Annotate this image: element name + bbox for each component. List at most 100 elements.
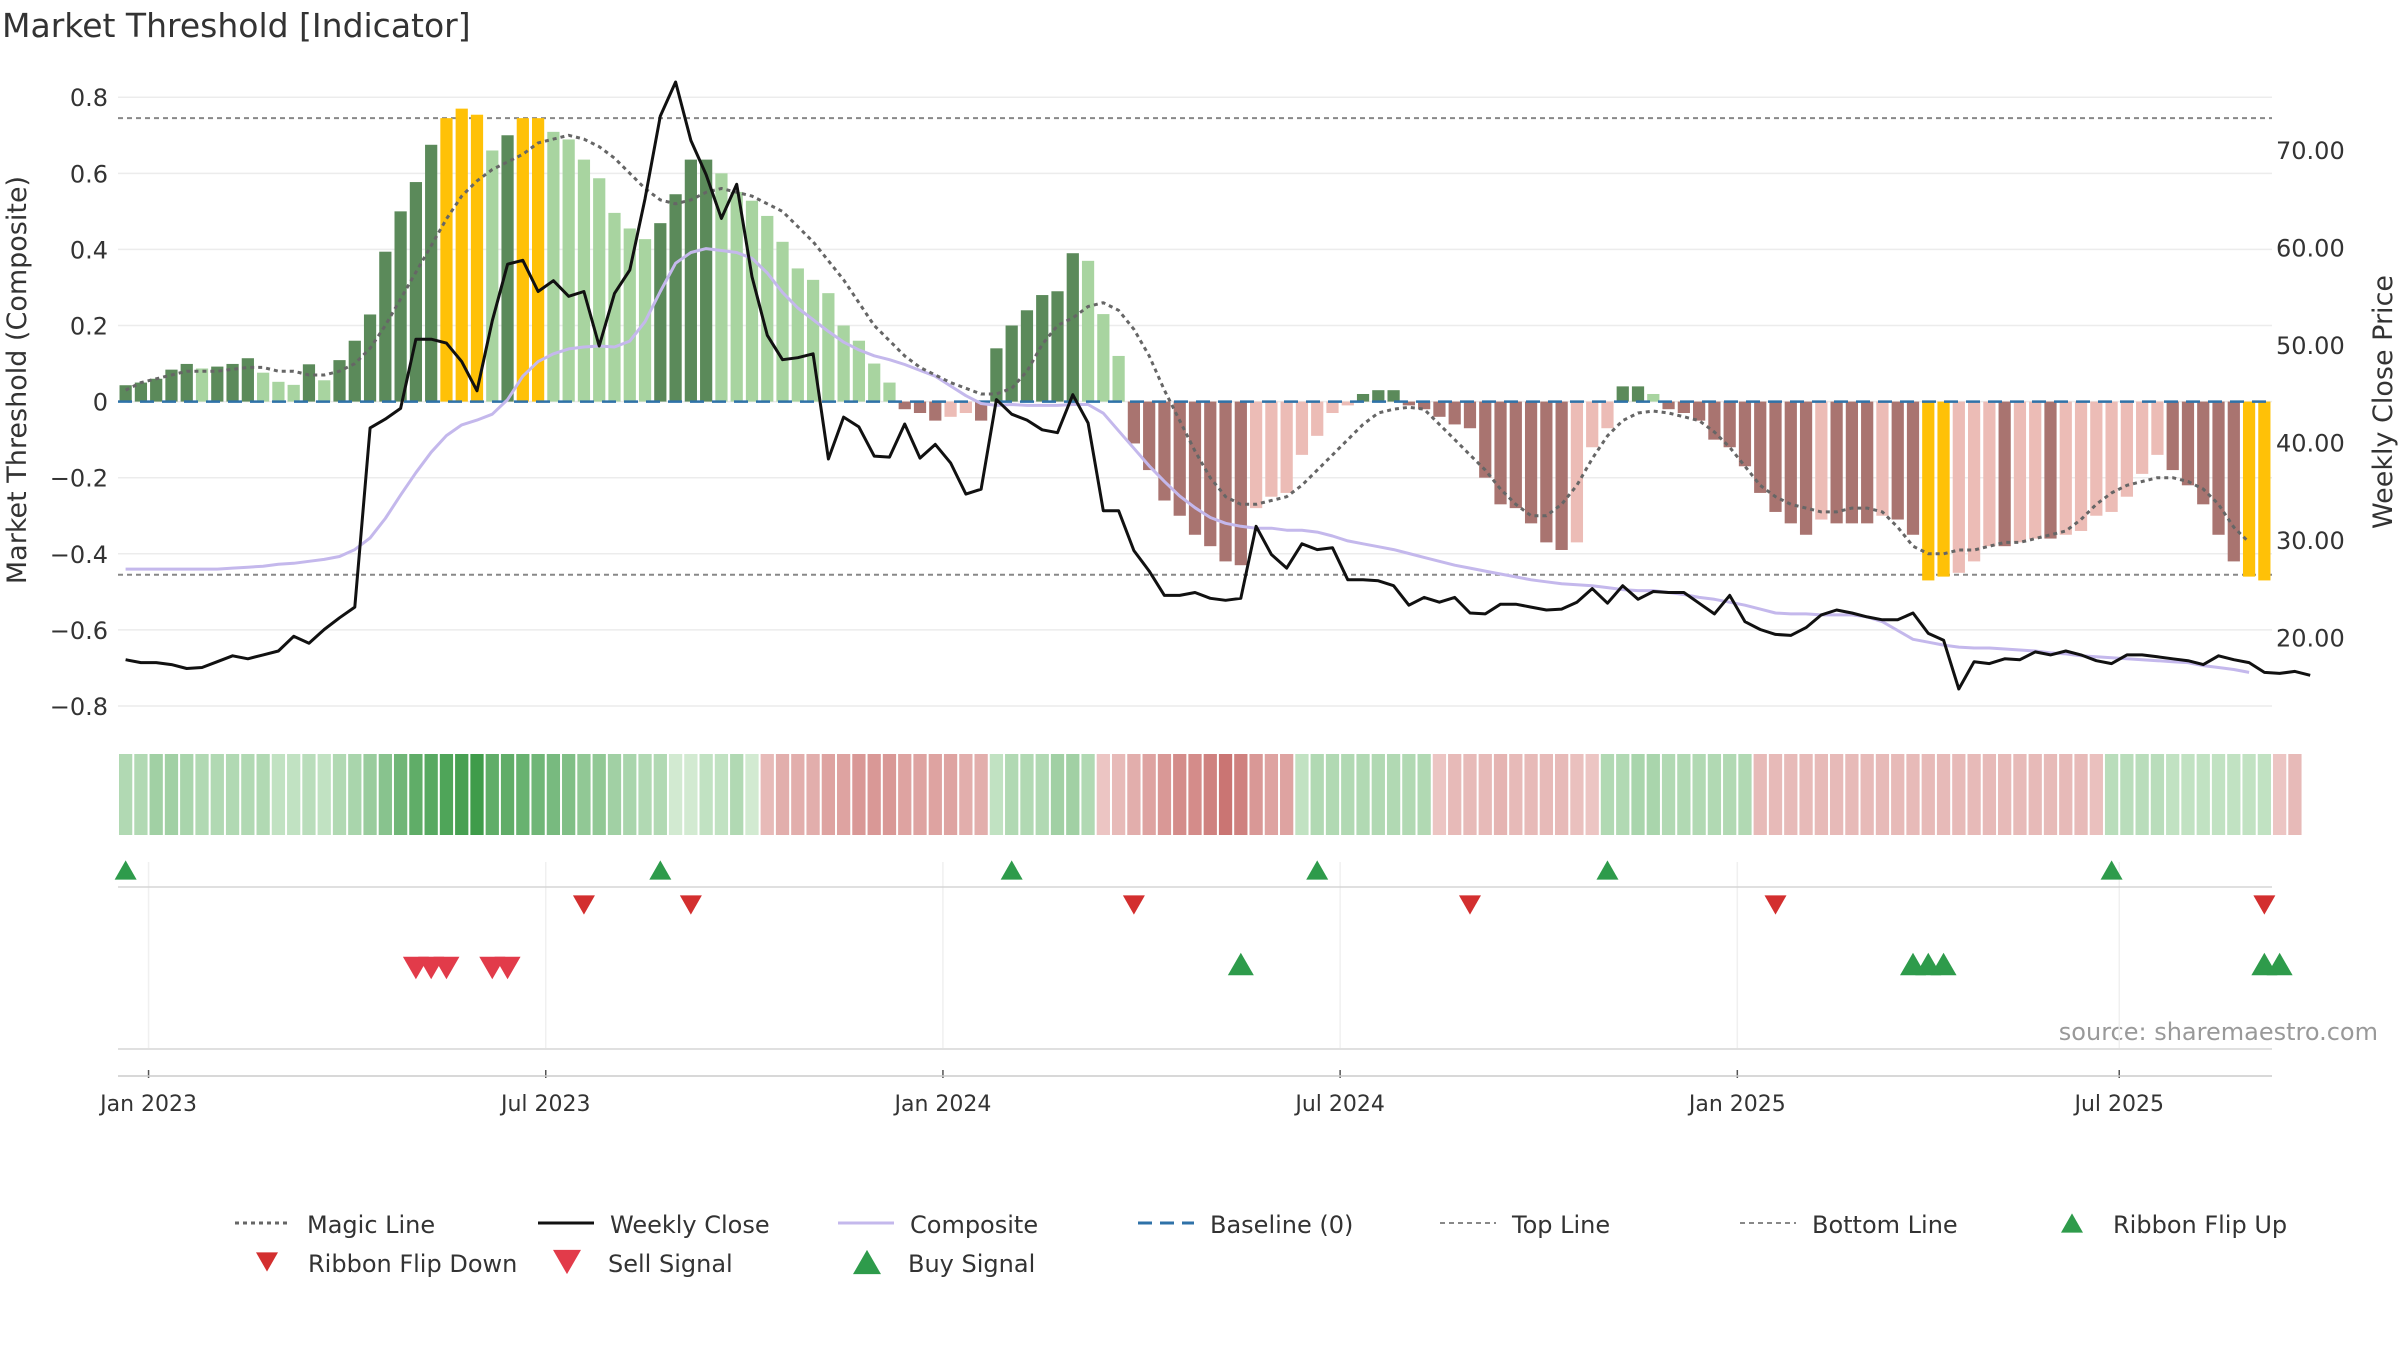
ribbon-cell bbox=[1356, 754, 1370, 835]
ribbon-cell bbox=[2089, 754, 2103, 835]
composite-bar bbox=[470, 114, 484, 402]
ribbon-cell bbox=[1493, 754, 1508, 835]
ribbon-cell bbox=[1371, 754, 1385, 835]
ribbon-flip-down-marker bbox=[1764, 895, 1787, 915]
y-tick-label: 0.6 bbox=[70, 160, 108, 188]
legend-item-flipup: Ribbon Flip Up bbox=[2061, 1211, 2287, 1239]
composite-bar bbox=[2059, 401, 2072, 535]
ribbon-cell bbox=[317, 754, 331, 835]
legend-label: Top Line bbox=[1511, 1211, 1610, 1239]
ribbon-cell bbox=[1677, 754, 1691, 835]
ribbon-cell bbox=[332, 754, 347, 835]
legend-item-comp: Composite bbox=[838, 1211, 1038, 1239]
composite-bar bbox=[547, 131, 560, 402]
ribbon-flip-up-marker bbox=[1596, 860, 1619, 880]
composite-bar bbox=[1524, 401, 1538, 524]
composite-bar bbox=[1586, 401, 1599, 448]
composite-bar bbox=[1295, 401, 1309, 455]
composite-bar bbox=[348, 340, 361, 402]
ribbon-cell bbox=[882, 754, 897, 835]
ribbon-cell bbox=[974, 754, 988, 835]
ribbon-cell bbox=[867, 754, 881, 835]
composite-bar bbox=[531, 118, 545, 402]
composite-bar bbox=[195, 368, 209, 402]
composite-bar bbox=[577, 159, 591, 402]
composite-bar bbox=[730, 191, 743, 402]
ribbon-cell bbox=[1692, 754, 1706, 835]
x-tick-label: Jan 2024 bbox=[892, 1092, 991, 1117]
composite-bar bbox=[1402, 401, 1415, 406]
ribbon-cell bbox=[1921, 754, 1935, 835]
ribbon-flip-down-marker bbox=[1122, 895, 1145, 915]
ribbon-cell bbox=[455, 754, 469, 835]
ribbon-cell bbox=[378, 754, 392, 835]
composite-bar bbox=[776, 241, 789, 402]
ribbon-cell bbox=[1860, 754, 1874, 835]
composite-bar bbox=[1188, 401, 1202, 535]
weekly-close-line bbox=[125, 80, 2311, 691]
composite-bar bbox=[2044, 401, 2057, 539]
ribbon-cell bbox=[1173, 754, 1187, 835]
composite-bar bbox=[1051, 291, 1064, 402]
ribbon-cell bbox=[1157, 754, 1172, 835]
ribbon-cell bbox=[1661, 754, 1676, 835]
composite-bar bbox=[1249, 401, 1263, 509]
composite-bar bbox=[761, 215, 774, 402]
ribbon-cell bbox=[2013, 754, 2027, 835]
ribbon-cell bbox=[760, 754, 774, 835]
ribbon-cell bbox=[1936, 754, 1951, 835]
legend-item-magic: Magic Line bbox=[235, 1211, 435, 1239]
legend-label: Magic Line bbox=[307, 1211, 435, 1239]
ribbon-cell bbox=[1875, 754, 1890, 835]
ribbon-cell bbox=[256, 754, 270, 835]
composite-bar bbox=[1479, 401, 1492, 478]
ribbon-cell bbox=[1906, 754, 1920, 835]
ribbon-cell bbox=[348, 754, 362, 835]
composite-bar bbox=[2136, 401, 2149, 474]
composite-bar bbox=[1769, 401, 1782, 512]
composite-bar bbox=[1937, 401, 1950, 577]
composite-bar bbox=[1081, 260, 1095, 402]
ribbon-cell bbox=[1784, 754, 1798, 835]
composite-bar bbox=[2212, 401, 2225, 535]
composite-bar bbox=[1326, 401, 1339, 414]
y2-tick-label: 50.00 bbox=[2276, 332, 2345, 360]
y-tick-label: −0.8 bbox=[50, 693, 108, 721]
composite-bar bbox=[1494, 401, 1507, 505]
ribbon-cell bbox=[2059, 754, 2073, 835]
ribbon-cell bbox=[1555, 754, 1569, 835]
composite-bar bbox=[1983, 401, 1996, 547]
composite-bar bbox=[2151, 401, 2164, 455]
ribbon-cell bbox=[2288, 754, 2302, 835]
legend-swatch bbox=[2061, 1213, 2083, 1233]
ribbon-cell bbox=[180, 754, 194, 835]
ribbon-cell bbox=[531, 754, 545, 835]
ribbon-cell bbox=[1585, 754, 1599, 835]
composite-bar bbox=[898, 401, 911, 410]
composite-bar bbox=[1601, 401, 1614, 429]
composite-bar bbox=[333, 360, 346, 402]
ribbon-cell bbox=[439, 754, 454, 835]
ribbon-cell bbox=[775, 754, 790, 835]
composite-bar bbox=[2166, 401, 2179, 471]
composite-bar bbox=[2242, 401, 2256, 577]
composite-bar bbox=[150, 378, 163, 402]
composite-bar bbox=[1005, 325, 1018, 402]
ribbon-cell bbox=[1050, 754, 1065, 835]
ribbon-flip-up-marker bbox=[114, 860, 137, 880]
composite-bar bbox=[1861, 401, 1874, 524]
ribbon-cell bbox=[1127, 754, 1141, 835]
composite-bar bbox=[409, 182, 423, 402]
x-tick-label: Jan 2023 bbox=[98, 1092, 197, 1117]
legend-label: Weekly Close bbox=[610, 1211, 770, 1239]
ribbon-cell bbox=[1417, 754, 1431, 835]
composite-bar bbox=[486, 150, 499, 402]
composite-bar bbox=[1448, 401, 1461, 425]
ribbon-cell bbox=[1432, 754, 1447, 835]
composite-bar bbox=[1815, 401, 1828, 520]
composite-bar bbox=[929, 401, 942, 421]
y2-axis-label: Weekly Close Price bbox=[2368, 275, 2399, 529]
composite-bar bbox=[745, 200, 759, 402]
composite-bar bbox=[1876, 401, 1889, 516]
composite-bar bbox=[1555, 401, 1568, 550]
